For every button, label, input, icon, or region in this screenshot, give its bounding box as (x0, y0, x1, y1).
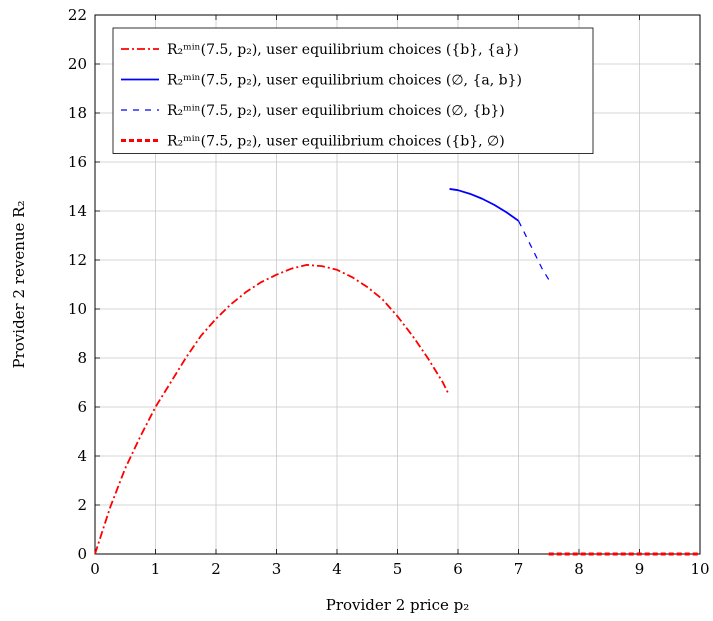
x-tick-label: 0 (90, 560, 100, 578)
x-tick-label: 1 (151, 560, 161, 578)
x-tick-label: 9 (635, 560, 645, 578)
legend: R₂ᵐⁱⁿ(7.5, p₂), user equilibrium choices… (112, 27, 594, 154)
legend-entry: R₂ᵐⁱⁿ(7.5, p₂), user equilibrium choices… (167, 73, 522, 89)
y-tick-label: 0 (77, 545, 87, 563)
y-tick-label: 16 (68, 153, 87, 171)
x-tick-label: 8 (574, 560, 584, 578)
y-tick-label: 10 (68, 300, 87, 318)
y-tick-label: 6 (77, 398, 87, 416)
x-tick-label: 2 (211, 560, 221, 578)
y-tick-label: 8 (77, 349, 87, 367)
x-axis-label: Provider 2 price p₂ (326, 596, 470, 614)
y-axis-label: Provider 2 revenue R₂ (10, 201, 28, 369)
series-line-1 (94, 264, 450, 555)
legend-entry: R₂ᵐⁱⁿ(7.5, p₂), user equilibrium choices… (167, 134, 505, 150)
y-tick-label: 12 (68, 251, 87, 269)
y-tick-label: 18 (68, 104, 87, 122)
y-tick-label: 2 (77, 496, 87, 514)
x-tick-label: 6 (453, 560, 463, 578)
x-tick-label: 5 (393, 560, 403, 578)
legend-entry: R₂ᵐⁱⁿ(7.5, p₂), user equilibrium choices… (167, 42, 519, 58)
x-tick-label: 7 (514, 560, 524, 578)
y-tick-label: 14 (68, 202, 87, 220)
x-tick-label: 4 (332, 560, 342, 578)
series-line-2 (449, 188, 520, 222)
y-tick-label: 22 (68, 6, 87, 24)
x-tick-label: 3 (272, 560, 282, 578)
y-tick-label: 4 (77, 447, 87, 465)
legend-entry: R₂ᵐⁱⁿ(7.5, p₂), user equilibrium choices… (167, 103, 505, 119)
series-line-3 (517, 220, 550, 280)
legend-box (112, 27, 594, 154)
series-layer (94, 188, 700, 556)
y-tick-label: 20 (68, 55, 87, 73)
x-tick-label: 10 (690, 560, 709, 578)
